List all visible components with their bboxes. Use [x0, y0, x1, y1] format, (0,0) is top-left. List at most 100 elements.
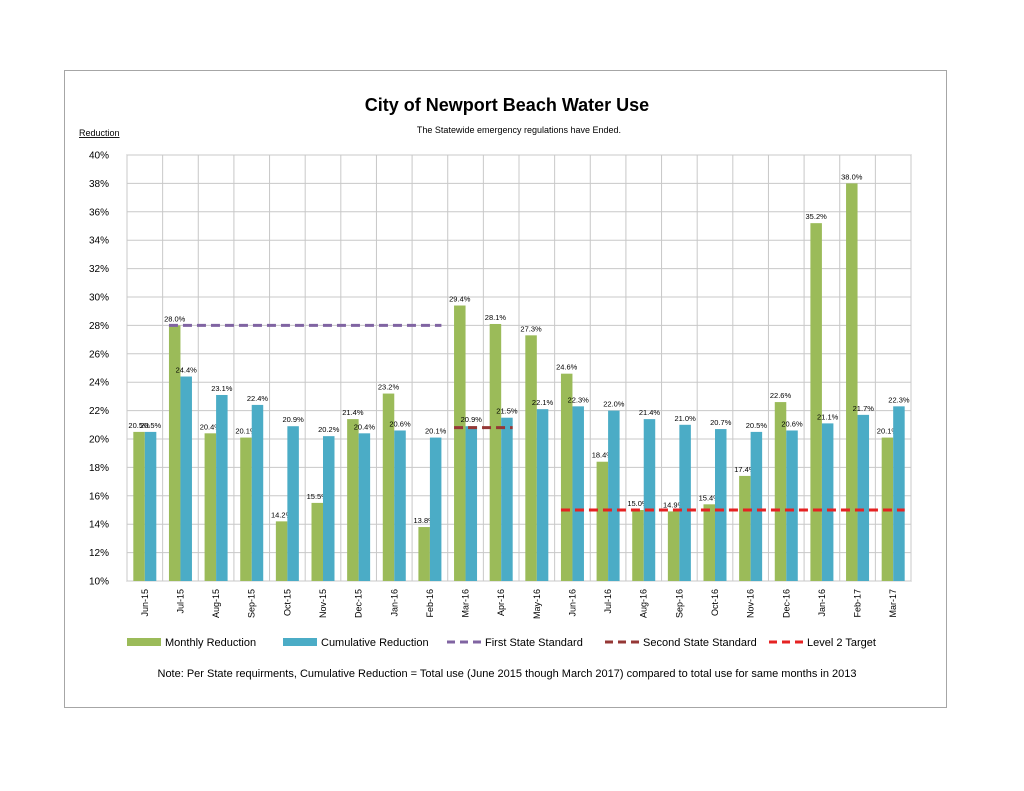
x-tick-label: Jul-15: [175, 589, 185, 614]
cumulative-bar: [786, 430, 798, 581]
cumulative-data-label: 20.4%: [354, 422, 376, 431]
cumulative-bar: [216, 394, 228, 581]
cumulative-bar: [323, 436, 335, 581]
monthly-bar: [632, 510, 644, 581]
x-tick-label: Aug-16: [639, 589, 649, 618]
cumulative-bar: [750, 431, 763, 581]
x-tick-label: Sep-16: [674, 589, 684, 618]
x-tick-label: Oct-15: [282, 589, 292, 616]
y-tick-label: 32%: [89, 264, 109, 275]
x-tick-label: Mar-16: [461, 589, 471, 618]
cumulative-data-label: 21.0%: [674, 414, 696, 423]
y-tick-label: 34%: [89, 236, 109, 247]
cumulative-data-label: 21.7%: [853, 404, 875, 413]
monthly-bar: [133, 431, 145, 581]
monthly-data-label: 24.6%: [556, 363, 578, 372]
x-tick-label: Jan-16: [817, 589, 827, 617]
y-tick-label: 22%: [89, 406, 109, 417]
cumulative-bar: [572, 406, 584, 581]
cumulative-bar: [358, 433, 371, 581]
legend-label: Level 2 Target: [807, 637, 876, 649]
y-tick-label: 20%: [89, 435, 109, 446]
monthly-data-label: 20.5%: [128, 421, 150, 430]
legend-label: Monthly Reduction: [165, 637, 256, 649]
cumulative-bar: [394, 430, 406, 581]
monthly-data-label: 18.4%: [592, 451, 614, 460]
y-tick-label: 18%: [89, 463, 109, 474]
monthly-bar: [418, 527, 430, 581]
y-tick-label: 26%: [89, 349, 109, 360]
y-axis-label: Reduction: [79, 128, 120, 138]
cumulative-bar: [679, 424, 691, 581]
monthly-data-label: 20.1%: [877, 427, 899, 436]
monthly-bar: [275, 521, 288, 581]
cumulative-bar: [857, 414, 870, 581]
x-tick-label: Jun-16: [567, 589, 577, 617]
cumulative-data-label: 20.5%: [746, 421, 768, 430]
cumulative-bar: [608, 410, 620, 581]
monthly-data-label: 22.6%: [770, 391, 792, 400]
chart: City of Newport Beach Water Use The Stat…: [79, 95, 912, 680]
cumulative-bar: [643, 419, 656, 581]
cumulative-bar: [429, 437, 442, 581]
monthly-data-label: 15.4%: [699, 493, 721, 502]
y-tick-label: 30%: [89, 293, 109, 304]
monthly-data-label: 14.9%: [663, 500, 685, 509]
monthly-data-label: 15.0%: [627, 499, 649, 508]
cumulative-data-label: 22.3%: [568, 395, 590, 404]
legend-swatch: [127, 638, 161, 646]
cumulative-data-label: 23.1%: [211, 384, 233, 393]
monthly-data-label: 27.3%: [520, 324, 542, 333]
monthly-data-label: 20.1%: [235, 427, 257, 436]
cumulative-data-label: 20.7%: [710, 418, 732, 427]
y-tick-label: 40%: [89, 151, 109, 162]
monthly-bar: [489, 323, 502, 581]
y-tick-label: 10%: [89, 577, 109, 588]
cumulative-data-label: 20.9%: [461, 415, 483, 424]
cumulative-bar: [287, 426, 299, 581]
monthly-bar: [204, 433, 217, 581]
legend-label: Second State Standard: [643, 637, 757, 649]
footnote: Note: Per State requirments, Cumulative …: [158, 668, 857, 680]
monthly-data-label: 29.4%: [449, 295, 471, 304]
x-tick-label: Jul-16: [603, 589, 613, 614]
monthly-data-label: 35.2%: [806, 212, 828, 221]
y-tick-label: 14%: [89, 520, 109, 531]
monthly-bar: [596, 461, 609, 581]
monthly-data-label: 21.4%: [342, 408, 364, 417]
monthly-bar: [168, 325, 181, 581]
monthly-bar: [703, 504, 715, 581]
monthly-data-label: 23.2%: [378, 383, 400, 392]
cumulative-bar: [465, 426, 478, 581]
y-tick-label: 24%: [89, 378, 109, 389]
y-tick-label: 36%: [89, 207, 109, 218]
cumulative-data-label: 22.3%: [888, 395, 910, 404]
cumulative-bar: [251, 404, 264, 581]
monthly-bar: [382, 393, 395, 581]
x-tick-label: Nov-16: [746, 589, 756, 618]
monthly-data-label: 13.8%: [414, 516, 436, 525]
monthly-bar: [454, 305, 466, 581]
x-tick-label: May-16: [532, 589, 542, 619]
legend-label: First State Standard: [485, 637, 583, 649]
x-tick-label: Sep-15: [247, 589, 257, 618]
x-tick-label: Aug-15: [211, 589, 221, 618]
cumulative-data-label: 20.9%: [282, 415, 304, 424]
monthly-bar: [347, 419, 359, 581]
monthly-data-label: 28.1%: [485, 313, 507, 322]
monthly-bar: [846, 183, 858, 581]
chart-title: City of Newport Beach Water Use: [365, 95, 649, 115]
monthly-bar: [667, 511, 680, 581]
y-tick-label: 12%: [89, 548, 109, 559]
x-tick-label: Dec-15: [354, 589, 364, 618]
cumulative-data-label: 24.4%: [176, 366, 198, 375]
cumulative-bar: [501, 417, 513, 581]
monthly-bar: [810, 223, 822, 581]
monthly-bar: [774, 402, 787, 581]
x-tick-label: Dec-16: [781, 589, 791, 618]
cumulative-data-label: 20.6%: [781, 419, 803, 428]
y-tick-label: 16%: [89, 491, 109, 502]
cumulative-data-label: 22.4%: [247, 394, 269, 403]
cumulative-data-label: 22.0%: [603, 400, 625, 409]
cumulative-bar: [893, 406, 905, 581]
